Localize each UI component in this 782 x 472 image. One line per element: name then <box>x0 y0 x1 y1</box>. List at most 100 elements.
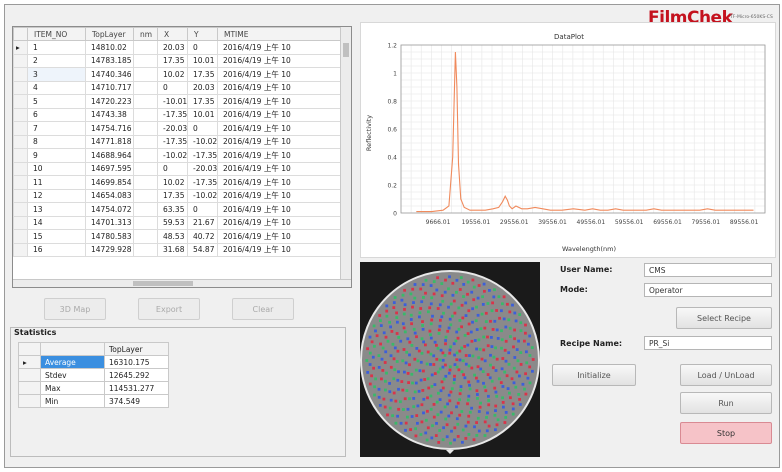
table-cell[interactable]: 2016/4/19 上午 10 <box>217 229 342 244</box>
table-row[interactable]: 9 14688.964 -10.02 -17.35 2016/4/19 上午 10 <box>13 148 342 163</box>
table-cell[interactable]: 63.35 <box>157 202 188 217</box>
mode-field[interactable]: Operator <box>644 283 772 297</box>
statistics-row[interactable]: Min 374.549 <box>18 394 169 408</box>
table-cell[interactable]: 4 <box>27 80 86 95</box>
table-cell[interactable]: 10.02 <box>157 175 188 190</box>
table-cell[interactable]: 5 <box>27 94 86 109</box>
table-row[interactable]: ▸ 1 14810.02 20.03 0 2016/4/19 上午 10 <box>13 40 342 55</box>
table-cell[interactable]: 8 <box>27 134 86 149</box>
table-cell[interactable]: 0 <box>187 202 218 217</box>
table-cell[interactable]: 6 <box>27 107 86 122</box>
table-cell[interactable]: 20.03 <box>157 40 188 55</box>
table-cell[interactable]: 2016/4/19 上午 10 <box>217 53 342 68</box>
column-header[interactable]: X <box>157 27 188 41</box>
table-cell[interactable]: 10.02 <box>157 67 188 82</box>
table-cell[interactable]: 14697.595 <box>85 161 134 176</box>
table-row[interactable]: 13 14754.072 63.35 0 2016/4/19 上午 10 <box>13 202 342 217</box>
statistics-row[interactable]: Max 114531.277 <box>18 381 169 395</box>
table-cell[interactable]: 17.35 <box>157 188 188 203</box>
row-selector[interactable] <box>13 94 28 109</box>
table-cell[interactable]: -10.01 <box>157 94 188 109</box>
table-cell[interactable]: 13 <box>27 202 86 217</box>
table-cell[interactable]: 14654.083 <box>85 188 134 203</box>
initialize-button[interactable]: Initialize <box>552 364 636 386</box>
row-selector[interactable] <box>13 215 28 230</box>
table-cell[interactable] <box>133 67 158 82</box>
grid-vertical-scrollbar[interactable] <box>340 27 351 287</box>
column-header[interactable]: MTIME <box>217 27 342 41</box>
table-cell[interactable]: 7 <box>27 121 86 136</box>
table-cell[interactable]: 14810.02 <box>85 40 134 55</box>
select-recipe-button[interactable]: Select Recipe <box>676 307 772 329</box>
statistics-table[interactable]: TopLayer ▸ Average 16310.175 Stdev 12645.292… <box>18 342 169 408</box>
row-selector[interactable] <box>13 229 28 244</box>
row-selector[interactable] <box>13 134 28 149</box>
table-cell[interactable]: 14783.185 <box>85 53 134 68</box>
table-cell[interactable]: 2016/4/19 上午 10 <box>217 134 342 149</box>
row-selector[interactable] <box>13 53 28 68</box>
table-cell[interactable]: 12 <box>27 188 86 203</box>
scroll-thumb[interactable] <box>133 281 193 286</box>
clear-button[interactable]: Clear <box>232 298 294 320</box>
table-cell[interactable]: 14701.313 <box>85 215 134 230</box>
row-selector[interactable] <box>13 161 28 176</box>
row-selector[interactable] <box>13 202 28 217</box>
table-cell[interactable] <box>133 40 158 55</box>
row-selector[interactable] <box>13 148 28 163</box>
table-cell[interactable]: 15 <box>27 229 86 244</box>
row-selector[interactable] <box>13 67 28 82</box>
table-cell[interactable]: 2016/4/19 上午 10 <box>217 107 342 122</box>
table-cell[interactable] <box>133 121 158 136</box>
table-cell[interactable] <box>133 94 158 109</box>
row-selector[interactable] <box>18 381 41 395</box>
table-cell[interactable]: 21.67 <box>187 215 218 230</box>
recipe-name-field[interactable]: PR_Si <box>644 336 772 350</box>
table-cell[interactable]: 2016/4/19 上午 10 <box>217 188 342 203</box>
3d-map-button[interactable]: 3D Map <box>44 298 106 320</box>
table-cell[interactable]: 2 <box>27 53 86 68</box>
table-cell[interactable]: 3 <box>27 67 86 82</box>
table-row[interactable]: 8 14771.818 -17.35 -10.02 2016/4/19 上午 10 <box>13 134 342 149</box>
table-cell[interactable] <box>133 175 158 190</box>
stop-button[interactable]: Stop <box>680 422 772 444</box>
table-cell[interactable] <box>133 148 158 163</box>
table-cell[interactable]: -10.02 <box>157 148 188 163</box>
table-row[interactable]: 15 14780.583 48.53 40.72 2016/4/19 上午 10 <box>13 229 342 244</box>
table-cell[interactable]: 2016/4/19 上午 10 <box>217 175 342 190</box>
table-cell[interactable]: 14754.716 <box>85 121 134 136</box>
column-header[interactable]: Y <box>187 27 218 41</box>
table-cell[interactable]: 17.35 <box>187 67 218 82</box>
table-row[interactable]: 3 14740.346 10.02 17.35 2016/4/19 上午 10 <box>13 67 342 82</box>
table-cell[interactable]: 0 <box>187 121 218 136</box>
table-row[interactable]: 14 14701.313 59.53 21.67 2016/4/19 上午 10 <box>13 215 342 230</box>
table-cell[interactable]: 2016/4/19 上午 10 <box>217 215 342 230</box>
wafer-map-panel[interactable] <box>360 262 540 457</box>
statistics-row[interactable]: Stdev 12645.292 <box>18 368 169 382</box>
table-cell[interactable]: -20.03 <box>157 121 188 136</box>
table-cell[interactable]: 2016/4/19 上午 10 <box>217 202 342 217</box>
table-cell[interactable]: 20.03 <box>187 80 218 95</box>
wafer-map[interactable] <box>360 262 540 457</box>
row-selector[interactable] <box>13 175 28 190</box>
table-row[interactable]: 16 14729.928 31.68 54.87 2016/4/19 上午 10 <box>13 242 342 257</box>
table-cell[interactable] <box>133 134 158 149</box>
table-cell[interactable]: 0 <box>187 40 218 55</box>
table-cell[interactable] <box>133 161 158 176</box>
row-selector[interactable]: ▸ <box>18 355 41 369</box>
table-cell[interactable]: 14699.854 <box>85 175 134 190</box>
table-cell[interactable]: 0 <box>157 161 188 176</box>
export-button[interactable]: Export <box>138 298 200 320</box>
table-cell[interactable]: 10 <box>27 161 86 176</box>
table-cell[interactable]: 14729.928 <box>85 242 134 257</box>
table-cell[interactable] <box>133 202 158 217</box>
table-cell[interactable]: 14710.717 <box>85 80 134 95</box>
table-cell[interactable]: 31.68 <box>157 242 188 257</box>
table-cell[interactable]: -10.02 <box>187 134 218 149</box>
column-header[interactable]: ITEM_NO <box>27 27 86 41</box>
table-cell[interactable]: 10.01 <box>187 53 218 68</box>
table-cell[interactable]: 2016/4/19 上午 10 <box>217 161 342 176</box>
table-row[interactable]: 5 14720.223 -10.01 17.35 2016/4/19 上午 10 <box>13 94 342 109</box>
table-cell[interactable]: 54.87 <box>187 242 218 257</box>
row-selector[interactable] <box>13 242 28 257</box>
table-cell[interactable]: 2016/4/19 上午 10 <box>217 242 342 257</box>
